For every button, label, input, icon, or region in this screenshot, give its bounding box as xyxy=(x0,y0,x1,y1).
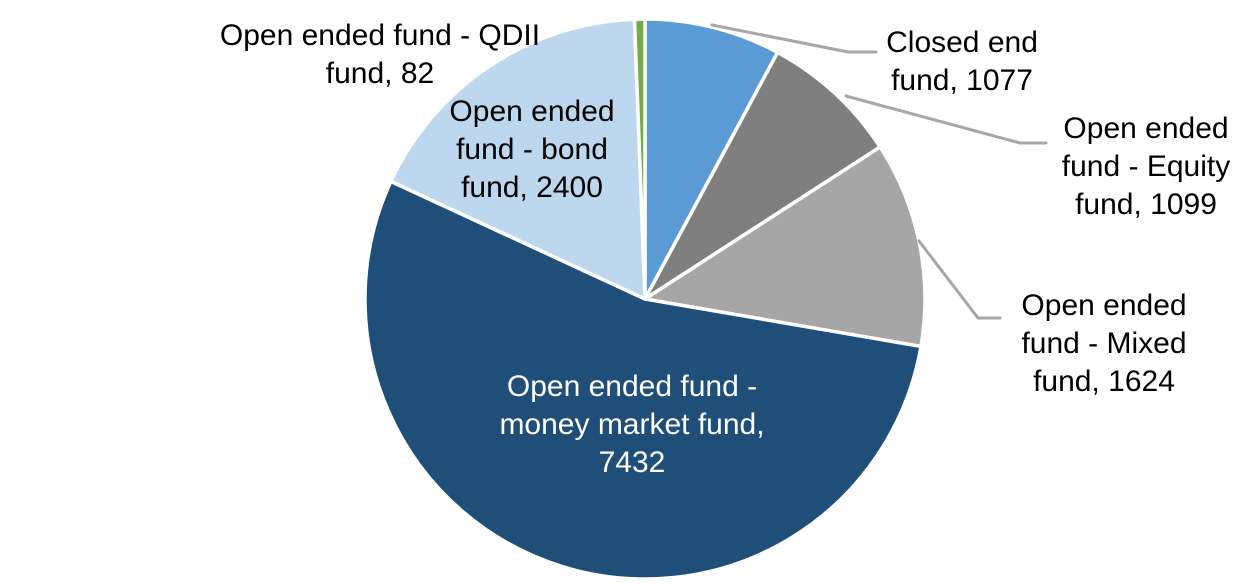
leader-line-0 xyxy=(710,23,878,54)
data-label-money-market-fund: Open ended fund - money market fund, 743… xyxy=(499,368,764,482)
label-line: Closed end xyxy=(886,26,1038,59)
label-line: fund, 2400 xyxy=(461,171,603,204)
pie-slice-1[interactable] xyxy=(643,50,882,301)
data-label-qdii-fund: Open ended fund - QDII fund, 82 xyxy=(220,17,540,93)
pie-slice-4[interactable] xyxy=(389,17,647,301)
label-line: fund - Mixed xyxy=(1021,327,1187,360)
pie-slice-0[interactable] xyxy=(643,17,780,301)
label-line: fund, 1099 xyxy=(1075,188,1217,221)
label-line: fund, 1077 xyxy=(891,64,1033,97)
data-label-bond-fund: Open ended fund - bond fund, 2400 xyxy=(449,93,614,207)
label-line: Open ended xyxy=(449,95,615,128)
label-line: fund, 1624 xyxy=(1033,365,1175,398)
label-line: 7432 xyxy=(598,446,666,479)
label-line: money market fund, xyxy=(499,408,765,441)
data-label-closed-end-fund: Closed end fund, 1077 xyxy=(886,24,1038,100)
data-label-mixed-fund: Open ended fund - Mixed fund, 1624 xyxy=(1021,287,1186,401)
data-label-equity-fund: Open ended fund - Equity fund, 1099 xyxy=(1062,110,1230,224)
label-line: Open ended fund - xyxy=(506,370,758,403)
label-line: Open ended xyxy=(1021,289,1187,322)
label-line: fund - bond xyxy=(456,133,608,166)
pie-slice-3[interactable] xyxy=(363,179,923,581)
label-line: Open ended fund - QDII xyxy=(219,19,541,52)
label-line: fund, 82 xyxy=(325,57,435,90)
label-line: fund - Equity xyxy=(1061,150,1231,183)
label-line: Open ended xyxy=(1063,112,1229,145)
leader-line-1 xyxy=(844,94,1048,145)
leader-line-2 xyxy=(917,239,1002,320)
pie-slice-5[interactable] xyxy=(632,17,647,301)
